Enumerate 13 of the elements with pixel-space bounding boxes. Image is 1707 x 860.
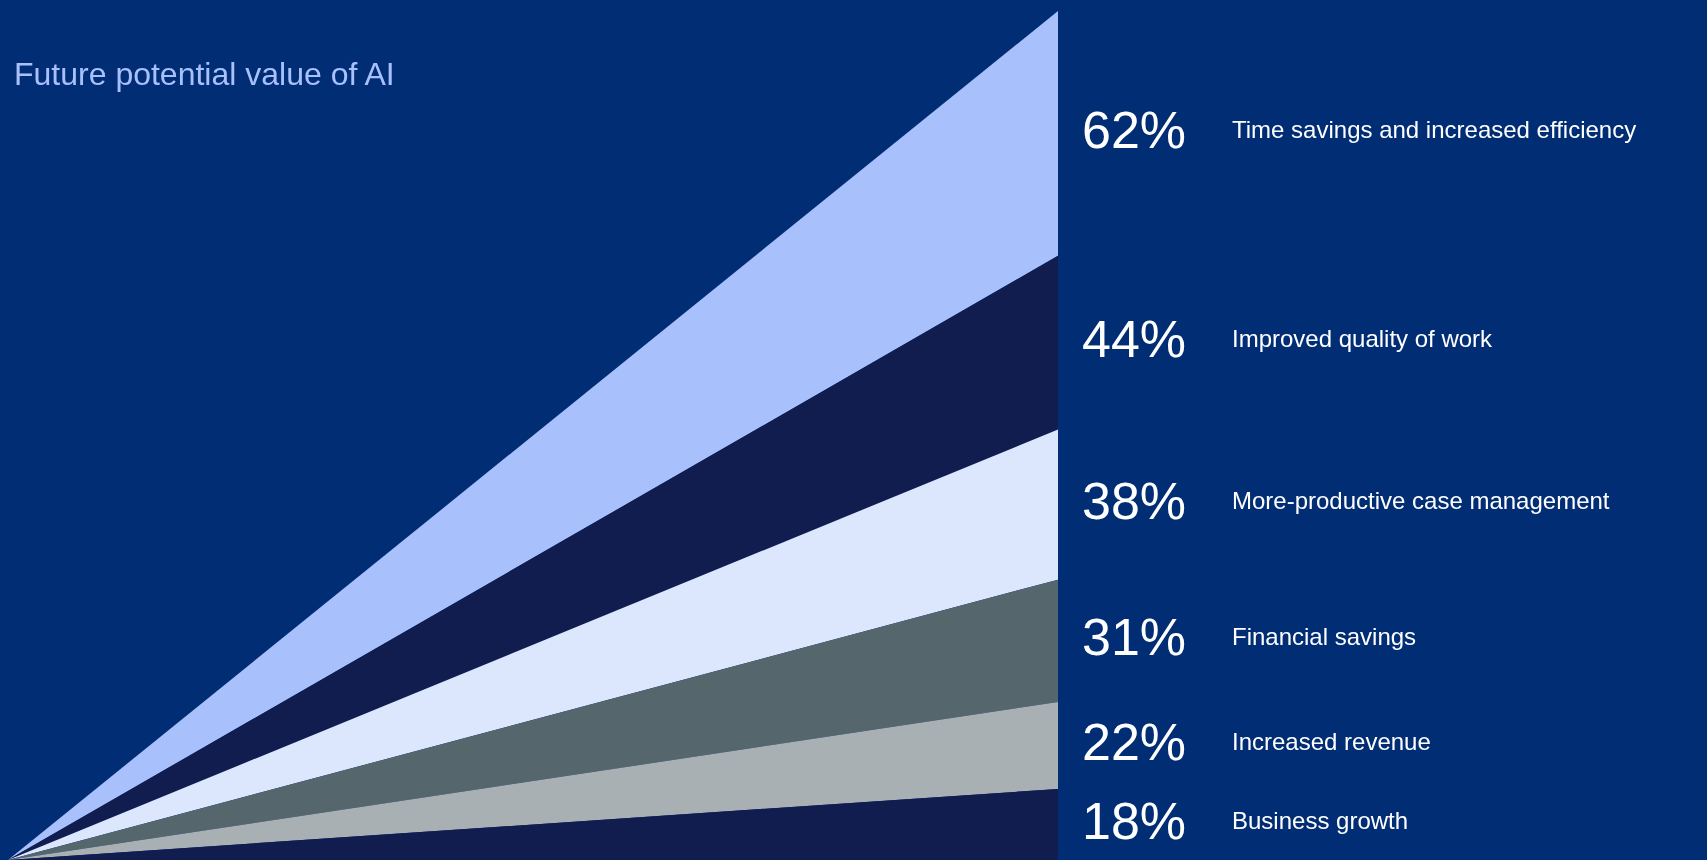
- data-label: 18%: [1082, 791, 1187, 850]
- data-label: 31%: [1082, 608, 1187, 667]
- text: More-productive case management: [1232, 487, 1610, 515]
- text: Financial savings: [1232, 623, 1417, 651]
- data-label: 44%: [1082, 310, 1187, 369]
- data-label: 38%: [1082, 471, 1187, 530]
- text: Improved quality of work: [1232, 325, 1494, 353]
- text: Time savings and increased efficiency: [1232, 116, 1637, 144]
- data-label: 62%: [1082, 100, 1187, 159]
- text: Future potential value of AI: [14, 56, 395, 93]
- text: Business growth: [1232, 807, 1409, 835]
- text: Increased revenue: [1232, 728, 1431, 756]
- data-label: 22%: [1082, 712, 1187, 771]
